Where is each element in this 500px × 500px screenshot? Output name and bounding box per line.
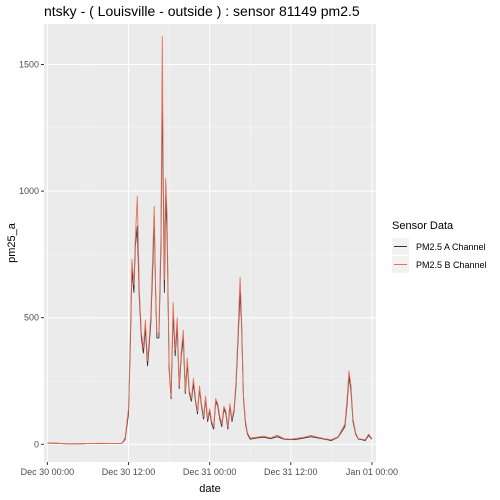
x-tick-label: Dec 30 00:00 xyxy=(21,467,75,477)
legend-key-b-channel xyxy=(392,256,409,273)
x-axis-ticks: Dec 30 00:00 Dec 30 12:00 Dec 31 00:00 Dec … xyxy=(21,462,398,477)
x-axis-title: date xyxy=(199,483,220,495)
x-tick-label: Dec 30 12:00 xyxy=(102,467,156,477)
legend-label-b-channel: PM2.5 B Channel xyxy=(416,259,487,270)
x-tick-label: Jan 01 00:00 xyxy=(346,467,398,477)
y-axis-ticks: 0 500 1000 1500 xyxy=(19,60,44,449)
legend-label-a-channel: PM2.5 A Channel xyxy=(416,241,486,252)
legend-key-a-channel xyxy=(392,238,409,255)
chart-title: ntsky - ( Louisville - outside ) : senso… xyxy=(44,3,360,19)
y-tick-label: 1000 xyxy=(19,186,39,196)
y-axis-title: pm25_a xyxy=(6,222,18,263)
series-layer xyxy=(47,36,373,445)
series-line-b-channel xyxy=(47,36,373,445)
x-tick-label: Dec 31 12:00 xyxy=(264,467,318,477)
y-tick-label: 500 xyxy=(24,313,39,323)
legend-title: Sensor Data xyxy=(392,220,454,232)
grid-lines xyxy=(44,24,376,462)
y-tick-label: 0 xyxy=(34,439,39,449)
legend: Sensor Data PM2.5 A Channel PM2.5 B Chan… xyxy=(392,220,487,274)
x-tick-label: Dec 31 00:00 xyxy=(183,467,237,477)
legend-item-a-channel: PM2.5 A Channel xyxy=(392,238,487,255)
legend-item-b-channel: PM2.5 B Channel xyxy=(392,256,487,273)
y-tick-label: 1500 xyxy=(19,60,39,70)
